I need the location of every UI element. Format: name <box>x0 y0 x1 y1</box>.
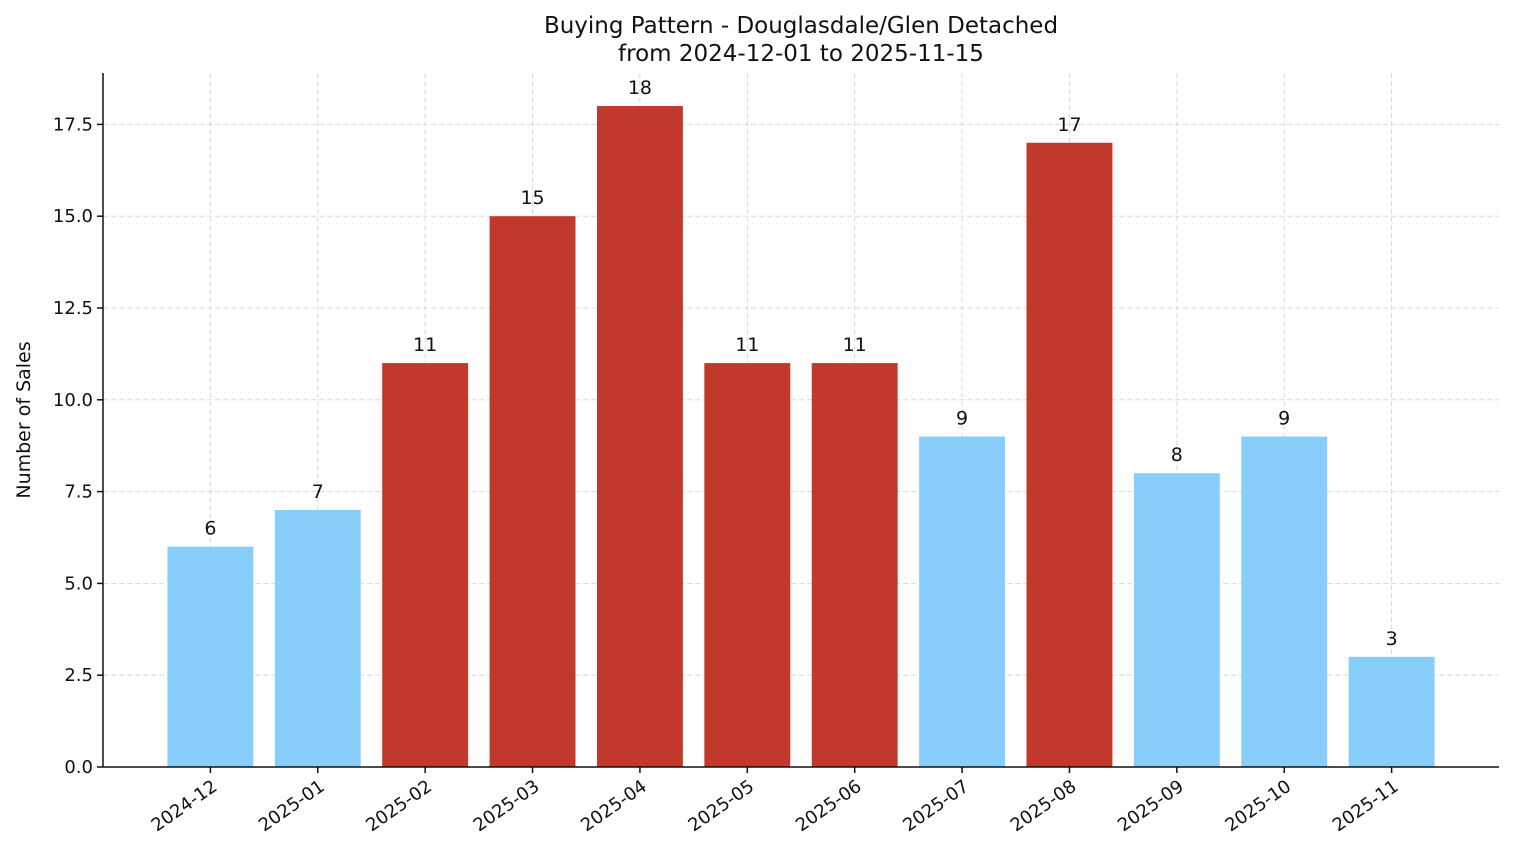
data-label: 8 <box>1171 444 1183 466</box>
y-tick-label: 12.5 <box>53 298 93 319</box>
x-tick-label: 2025-02 <box>362 776 436 836</box>
data-label: 11 <box>413 334 437 356</box>
x-tick-label: 2025-08 <box>1007 776 1081 836</box>
chart-title: Buying Pattern - Douglasdale/Glen Detach… <box>544 13 1058 39</box>
x-tick-label: 2025-07 <box>899 776 973 836</box>
data-label: 11 <box>843 334 867 356</box>
y-tick-label: 15.0 <box>53 206 93 227</box>
x-tick-label: 2025-04 <box>577 776 651 836</box>
x-tick-label: 2025-11 <box>1329 776 1403 836</box>
data-label: 18 <box>628 77 652 99</box>
bar <box>167 546 254 767</box>
data-label: 17 <box>1057 114 1081 136</box>
y-tick-label: 10.0 <box>53 390 93 411</box>
y-tick-label: 0.0 <box>64 757 93 778</box>
bar <box>274 509 361 767</box>
y-tick-label: 2.5 <box>64 665 93 686</box>
data-label: 15 <box>520 187 544 209</box>
bar <box>811 363 898 767</box>
chart-subtitle: from 2024-12-01 to 2025-11-15 <box>618 41 984 67</box>
bar <box>489 216 576 767</box>
x-tick-label: 2025-01 <box>255 776 329 836</box>
data-label: 9 <box>956 408 968 430</box>
data-label: 7 <box>312 481 324 503</box>
bar <box>382 363 469 767</box>
bar <box>1348 656 1435 767</box>
bar <box>919 436 1006 767</box>
bar <box>1026 142 1113 767</box>
y-axis-label: Number of Sales <box>13 341 35 498</box>
x-tick-label: 2024-12 <box>148 776 222 836</box>
data-label: 11 <box>735 334 759 356</box>
bar <box>1241 436 1328 767</box>
y-tick-label: 7.5 <box>64 482 93 503</box>
data-label: 6 <box>204 518 216 540</box>
x-tick-label: 2025-09 <box>1114 776 1188 836</box>
bar <box>704 363 791 767</box>
x-tick-label: 2025-05 <box>685 776 759 836</box>
data-label: 3 <box>1386 628 1398 650</box>
bar <box>1133 473 1220 767</box>
x-tick-label: 2025-10 <box>1221 776 1295 836</box>
x-tick-label: 2025-03 <box>470 776 544 836</box>
y-tick-label: 17.5 <box>53 114 93 135</box>
x-tick-label: 2025-06 <box>792 776 866 836</box>
y-tick-label: 5.0 <box>64 573 93 594</box>
data-label: 9 <box>1278 408 1290 430</box>
bar <box>596 106 683 768</box>
